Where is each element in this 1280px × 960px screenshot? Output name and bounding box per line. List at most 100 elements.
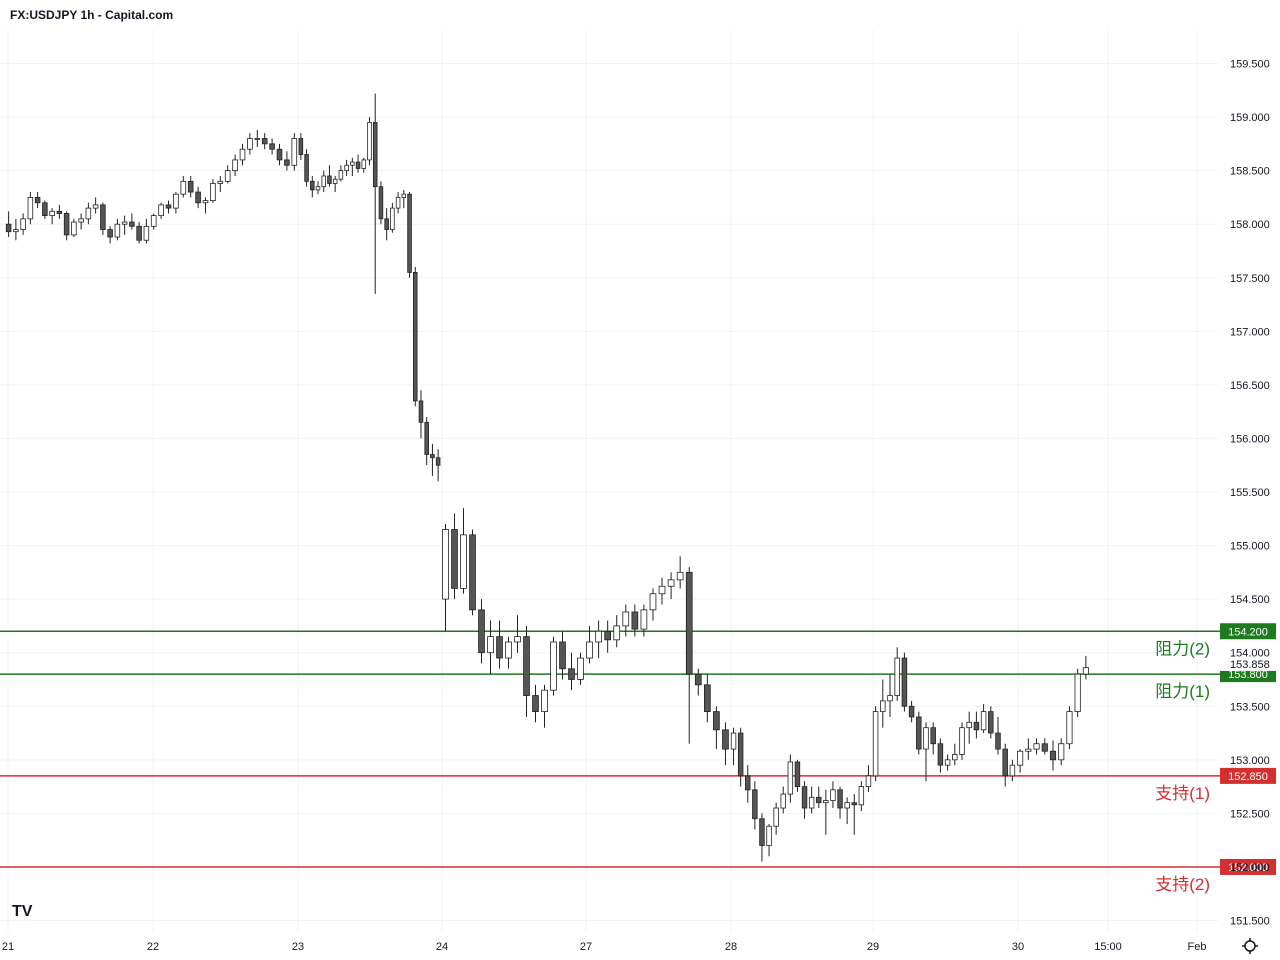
y-tick-label: 157.000 [1230, 326, 1270, 338]
candle-body [173, 193, 179, 209]
candle-body [5, 223, 12, 233]
level-label-resistance: 阻力(1) [1155, 682, 1210, 701]
candle-body [401, 193, 407, 198]
price-levels: 阻力(2) 154.200 阻力(1) 153.800 支持(1) 152.850 支持(2… [0, 623, 1276, 894]
level-price-tag-text: 153.800 [1228, 669, 1268, 681]
y-tick-label: 156.000 [1230, 433, 1270, 445]
candle-body [20, 218, 26, 230]
y-tick-label: 158.500 [1230, 166, 1270, 178]
candle-body [995, 732, 1001, 750]
candle-body [586, 641, 593, 659]
level-price-tag [1220, 767, 1276, 784]
candle-body [640, 609, 648, 630]
candle-body [367, 122, 372, 161]
candle-body [816, 796, 822, 804]
candle-body [937, 743, 944, 766]
candle-body [210, 183, 216, 202]
candle-body [310, 180, 315, 191]
x-tick-label: 21 [2, 941, 14, 953]
candle-body [745, 775, 751, 791]
candle-body [384, 218, 389, 230]
candle-body [143, 225, 150, 241]
candle-body [217, 180, 224, 184]
candle-body [773, 807, 779, 827]
candle-body [121, 221, 128, 225]
candle-body [378, 186, 384, 220]
candle-body [114, 223, 121, 238]
level-price-tag-text: 152.000 [1228, 862, 1268, 874]
y-tick-label: 152.000 [1230, 862, 1270, 874]
candle-body [703, 684, 711, 713]
candle-body [355, 161, 361, 169]
candle-body [291, 138, 298, 166]
candle-body [478, 609, 485, 654]
candle-body [766, 825, 772, 846]
candle-body [129, 221, 135, 227]
candle-body [107, 229, 113, 238]
candle-body [631, 611, 639, 630]
candle-body [224, 170, 231, 182]
x-tick-label: 30 [1012, 941, 1024, 953]
candle-body [1074, 673, 1081, 713]
candle-body [158, 204, 164, 217]
candle-body [202, 200, 209, 204]
candle-body [730, 732, 737, 750]
y-tick-label: 154.000 [1230, 648, 1270, 660]
candle-body [865, 775, 872, 787]
axes: 151.500 152.000 152.500 153.000 153.500 154.0… [2, 59, 1276, 953]
candle-body [959, 727, 965, 755]
last-price-box [1220, 656, 1276, 671]
candle-body [487, 636, 494, 654]
candle-body [794, 761, 801, 787]
x-tick-label: 15:00 [1094, 941, 1122, 953]
level-price-tag-text: 154.200 [1228, 626, 1268, 638]
gear-icon[interactable] [1242, 938, 1258, 954]
candle-body [952, 754, 958, 761]
candle-body [1049, 750, 1057, 761]
candle-body [460, 534, 467, 589]
candle-body [34, 197, 41, 204]
candle-body [541, 689, 548, 713]
candle-body [916, 716, 922, 750]
candle-body [787, 761, 794, 795]
tradingview-logo-icon[interactable]: TV [12, 903, 33, 920]
candle-body [823, 800, 829, 804]
candle-body [469, 534, 476, 611]
candle-body [780, 793, 786, 809]
candle-body [150, 215, 157, 227]
candle-body [550, 641, 557, 691]
candle-body [442, 529, 449, 600]
y-tick-label: 158.000 [1230, 219, 1270, 231]
candle-body [361, 159, 367, 169]
candle-body [321, 175, 326, 188]
candle-body [180, 180, 187, 195]
candle-body [1033, 743, 1040, 750]
candle-body [532, 695, 539, 713]
candle-body [195, 191, 201, 204]
candle-body [187, 180, 194, 193]
candle-body [604, 630, 612, 641]
level-label-support: 支持(1) [1155, 784, 1210, 803]
candle-body [713, 711, 720, 731]
candle-body [658, 585, 666, 595]
x-tick-label: 28 [725, 941, 737, 953]
candle-body [1058, 743, 1065, 761]
y-tick-label: 155.000 [1230, 541, 1270, 553]
level-price-tag [1220, 858, 1276, 875]
level-label-resistance: 阻力(2) [1155, 639, 1210, 658]
candle-body [858, 786, 865, 806]
candle-body [496, 636, 503, 659]
y-tick-label: 152.500 [1230, 808, 1270, 820]
candle-body [923, 727, 929, 750]
candle-body [430, 454, 435, 459]
candle-body [872, 711, 879, 777]
candle-body [894, 657, 900, 696]
y-tick-label: 159.000 [1230, 112, 1270, 124]
y-tick-label: 153.000 [1230, 755, 1270, 767]
candle-body [685, 571, 693, 675]
candle-body [390, 207, 395, 230]
candle-body [284, 159, 290, 166]
candle-body [1066, 711, 1073, 745]
candle-body [350, 161, 355, 166]
